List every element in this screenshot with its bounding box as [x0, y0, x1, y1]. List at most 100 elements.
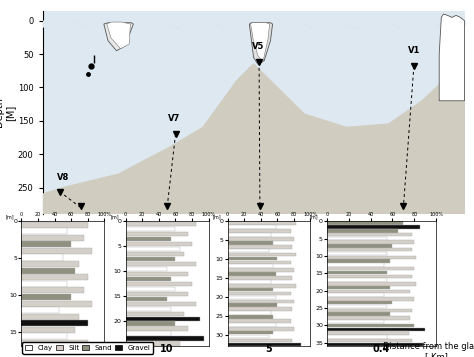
Polygon shape [104, 23, 133, 51]
Bar [126, 332, 171, 336]
Bar [21, 333, 67, 340]
Polygon shape [107, 22, 130, 49]
Bar [228, 331, 273, 335]
Bar [327, 225, 419, 229]
Bar [228, 257, 277, 260]
Bar [228, 292, 291, 295]
Text: 5: 5 [265, 344, 273, 354]
Bar [126, 327, 188, 331]
Bar [21, 281, 67, 287]
Bar [228, 221, 296, 225]
Bar [21, 314, 79, 320]
Text: [m]: [m] [212, 214, 221, 219]
Bar [21, 222, 88, 228]
Bar [126, 322, 175, 326]
Bar [126, 277, 171, 281]
Bar [126, 237, 171, 241]
Bar [327, 256, 417, 259]
Bar [327, 271, 387, 274]
Bar [228, 229, 291, 233]
Text: 10: 10 [160, 344, 174, 354]
Bar [228, 276, 292, 280]
Bar [228, 315, 273, 319]
Bar [21, 340, 88, 346]
Text: 0.4: 0.4 [373, 344, 390, 354]
Bar [327, 327, 425, 331]
Bar [228, 311, 271, 315]
Bar [126, 337, 204, 341]
Bar [327, 244, 392, 248]
Bar [327, 324, 414, 327]
Bar [126, 242, 192, 246]
Polygon shape [251, 23, 270, 62]
Bar [126, 297, 167, 301]
Bar [228, 265, 273, 268]
Bar [327, 335, 387, 338]
Bar [327, 286, 390, 289]
Bar [228, 253, 296, 256]
Bar [126, 257, 175, 261]
Bar [126, 267, 167, 271]
Bar [126, 302, 196, 306]
Text: V8: V8 [57, 172, 70, 181]
Legend: Clay, Silt, Sand, Gravel: Clay, Silt, Sand, Gravel [22, 342, 153, 353]
Polygon shape [43, 64, 465, 221]
Bar [327, 312, 390, 316]
Bar [327, 331, 409, 335]
Bar [228, 268, 294, 272]
Polygon shape [439, 14, 465, 101]
Bar [21, 307, 59, 313]
Text: [m]: [m] [6, 214, 15, 219]
Bar [126, 342, 180, 346]
Bar [228, 249, 269, 252]
Text: [m]: [m] [310, 214, 319, 219]
Bar [228, 288, 273, 291]
Bar [228, 261, 291, 264]
Bar [126, 227, 175, 231]
Bar [327, 305, 387, 308]
Bar [327, 282, 417, 286]
Bar [327, 233, 412, 236]
Bar [327, 316, 410, 320]
Bar [327, 297, 414, 301]
Bar [327, 229, 398, 232]
Bar [228, 272, 276, 276]
Text: Distance from the glacier
[ Km]: Distance from the glacier [ Km] [383, 342, 474, 357]
Bar [228, 225, 276, 229]
Bar [126, 282, 192, 286]
Bar [228, 237, 294, 241]
Text: V7: V7 [168, 114, 180, 123]
Bar [327, 308, 412, 312]
Bar [327, 221, 403, 225]
Bar [228, 307, 292, 311]
Bar [228, 303, 277, 307]
Bar [21, 261, 79, 267]
Bar [327, 248, 412, 251]
Bar [228, 343, 301, 346]
Bar [327, 237, 387, 240]
Polygon shape [43, 151, 465, 221]
Bar [327, 293, 384, 297]
Bar [327, 278, 387, 282]
Text: V5: V5 [252, 42, 264, 51]
Bar [228, 327, 294, 331]
Bar [126, 252, 184, 256]
Bar [21, 301, 92, 307]
Bar [228, 245, 292, 248]
Bar [21, 294, 71, 300]
Polygon shape [249, 23, 273, 64]
Bar [327, 275, 412, 278]
Bar [228, 339, 292, 342]
Bar [21, 287, 83, 293]
Text: V1: V1 [408, 46, 420, 55]
Bar [126, 307, 171, 311]
Bar [126, 292, 188, 296]
Bar [327, 259, 390, 263]
Y-axis label: Depth
[M]: Depth [M] [0, 97, 15, 127]
Bar [21, 255, 63, 261]
Bar [21, 274, 88, 280]
Bar [21, 248, 92, 254]
Bar [327, 290, 410, 293]
Bar [327, 320, 384, 323]
Bar [228, 241, 273, 245]
